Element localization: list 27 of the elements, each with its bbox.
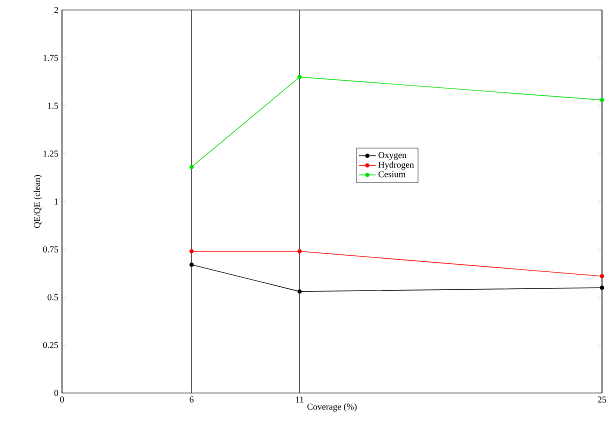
x-tick-label: 6	[190, 396, 194, 403]
x-tick-label: 25	[598, 396, 606, 403]
x-tick-label: 11	[296, 396, 304, 402]
point	[189, 164, 194, 170]
point	[600, 98, 604, 102]
y-tick-label: 1.75	[44, 54, 58, 61]
y-axis-title: QE/QE (clean)	[34, 175, 42, 228]
legend-label: Cesium	[378, 171, 406, 178]
y-tick-label: 1	[54, 198, 58, 204]
legend-label: Hydrogen	[378, 161, 414, 170]
y-tick-label: 0	[54, 390, 58, 396]
point	[297, 74, 302, 80]
point	[600, 274, 604, 278]
y-tick-label: 1.5	[48, 102, 58, 109]
point	[297, 249, 302, 254]
y-tick-label: 0.5	[48, 294, 58, 300]
point	[189, 262, 194, 267]
y-tick-label: 0.75	[43, 246, 58, 252]
x-tick-label: 0	[60, 396, 64, 403]
y-tick-label: 2	[54, 7, 58, 13]
point	[189, 249, 194, 254]
y-tick-label: 0.25	[43, 342, 58, 348]
point	[600, 286, 604, 290]
legend-label: Oxygen	[378, 152, 406, 160]
y-tick-label: 1.25	[44, 150, 58, 157]
x-axis-title: Coverage (%)	[307, 403, 357, 412]
point	[297, 289, 302, 294]
